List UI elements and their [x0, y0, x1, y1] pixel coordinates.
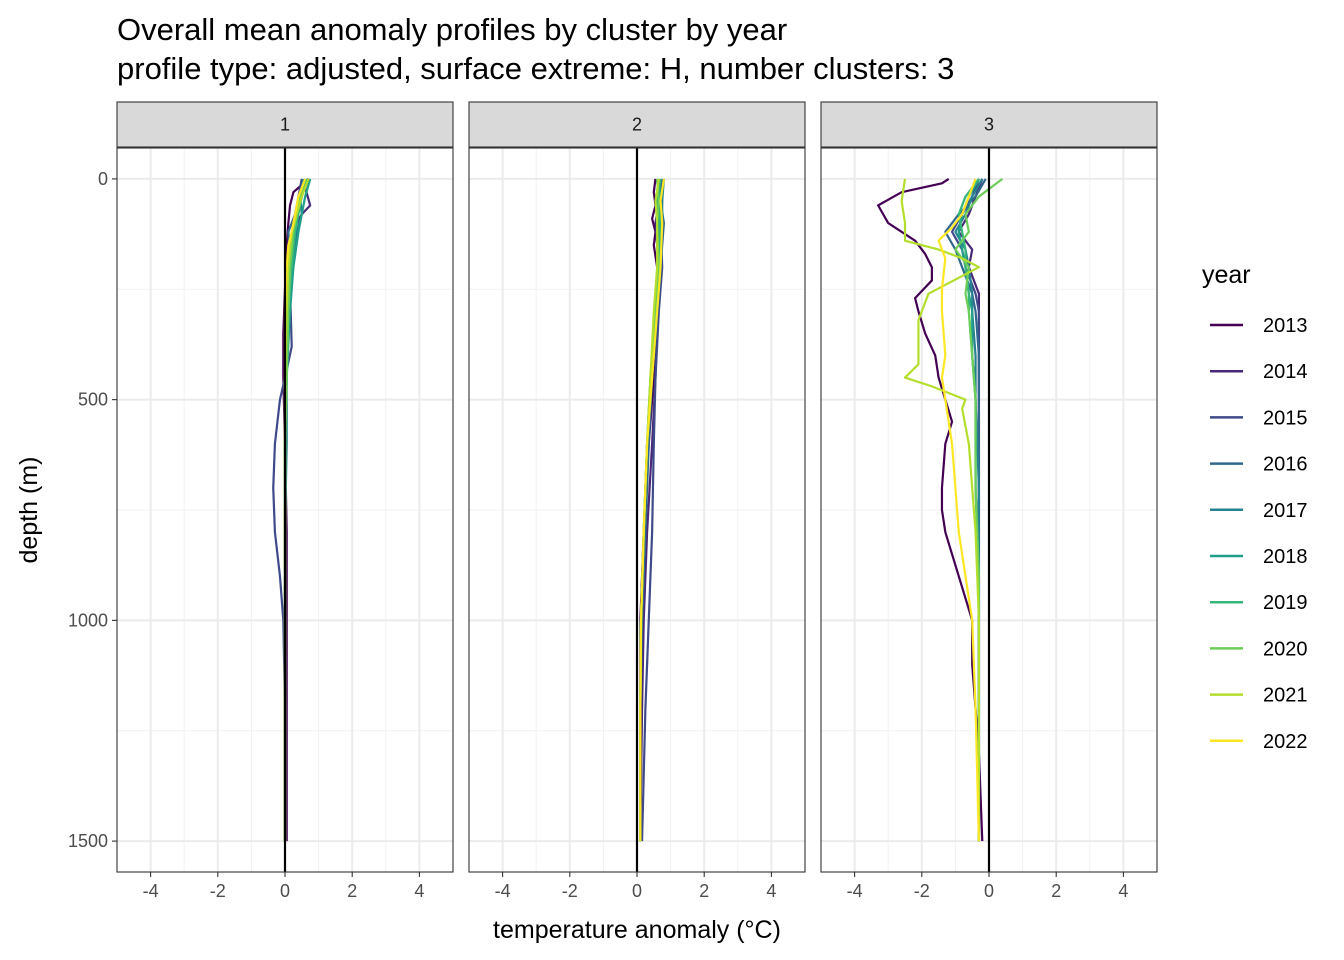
legend-entry-2017: 2017: [1210, 500, 1308, 522]
legend-label: 2015: [1263, 407, 1308, 429]
facet-strip-1: [116, 101, 454, 148]
x-tick-label: 2: [347, 881, 357, 901]
y-axis-label: depth (m): [15, 457, 43, 564]
series-lines: [877, 177, 1004, 842]
legend-label: 2021: [1263, 685, 1308, 707]
x-tick-label: 0: [984, 881, 994, 901]
legend-label: 2022: [1263, 731, 1308, 753]
legend-entry-2013: 2013: [1210, 315, 1308, 337]
x-tick-label: 0: [280, 881, 290, 901]
y-tick-label: 1500: [68, 831, 108, 851]
facet-strip-label: 1: [280, 115, 290, 135]
facet-strip-label: 3: [984, 115, 994, 135]
x-tick-label: -2: [562, 881, 578, 901]
series-line-2022: [639, 178, 665, 842]
x-tick-label: -4: [143, 881, 159, 901]
facet-panel-1: 1 -4 -2 0 2 4 0 500 1000 1500: [68, 101, 454, 901]
legend-label: 2019: [1263, 592, 1308, 614]
legend-entry-2020: 2020: [1210, 638, 1308, 660]
x-tick-label: 0: [632, 881, 642, 901]
legend-entry-2022: 2022: [1210, 731, 1308, 753]
legend-title: year: [1202, 261, 1251, 289]
x-tick-label: -2: [210, 881, 226, 901]
facet-panel-2: 2 -4 -2 0 2 4: [468, 101, 806, 901]
series-line-2013: [877, 177, 984, 842]
x-tick-label: 2: [699, 881, 709, 901]
x-tick-label: -4: [847, 881, 863, 901]
legend: year 2013 2014 2015 2016 2017 2018 2019 2020 202…: [1202, 261, 1308, 753]
series-lines: [639, 178, 665, 842]
y-tick-label: 1000: [68, 610, 108, 630]
series-line-2013: [282, 178, 310, 842]
legend-label: 2017: [1263, 500, 1308, 522]
chart-subtitle: profile type: adjusted, surface extreme:…: [117, 51, 954, 86]
legend-label: 2014: [1263, 361, 1308, 383]
legend-entry-2021: 2021: [1210, 685, 1308, 707]
legend-entry-2018: 2018: [1210, 546, 1308, 568]
x-tick-label: 4: [1118, 881, 1128, 901]
facet-strip-2: [468, 101, 806, 148]
x-axis-label: temperature anomaly (°C): [493, 916, 781, 944]
legend-label: 2013: [1263, 315, 1308, 337]
x-tick-label: 4: [766, 881, 776, 901]
x-tick-label: 4: [414, 881, 424, 901]
legend-label: 2016: [1263, 454, 1308, 476]
facet-strip-label: 2: [632, 115, 642, 135]
facet-panel-3: 3 -4 -2 0 2 4: [820, 101, 1158, 901]
x-tick-label: 2: [1051, 881, 1061, 901]
chart-title: Overall mean anomaly profiles by cluster…: [117, 12, 787, 47]
x-tick-label: -2: [914, 881, 930, 901]
facet-strip-3: [820, 101, 1158, 148]
legend-label: 2018: [1263, 546, 1308, 568]
series-line-2021: [900, 178, 981, 842]
x-tick-label: -4: [495, 881, 511, 901]
legend-entry-2015: 2015: [1210, 407, 1308, 429]
legend-entry-2016: 2016: [1210, 454, 1308, 476]
y-tick-label: 500: [78, 390, 108, 410]
series-line-2022: [937, 178, 981, 842]
legend-entry-2014: 2014: [1210, 361, 1308, 383]
y-tick-label: 0: [98, 169, 108, 189]
legend-entry-2019: 2019: [1210, 592, 1308, 614]
legend-label: 2020: [1263, 638, 1308, 660]
facets-layer: 1 -4 -2 0 2 4 0 500 1000 1500 2 -4 -2 0 2 4 3 -4 -2 0 2 4: [68, 101, 1158, 901]
